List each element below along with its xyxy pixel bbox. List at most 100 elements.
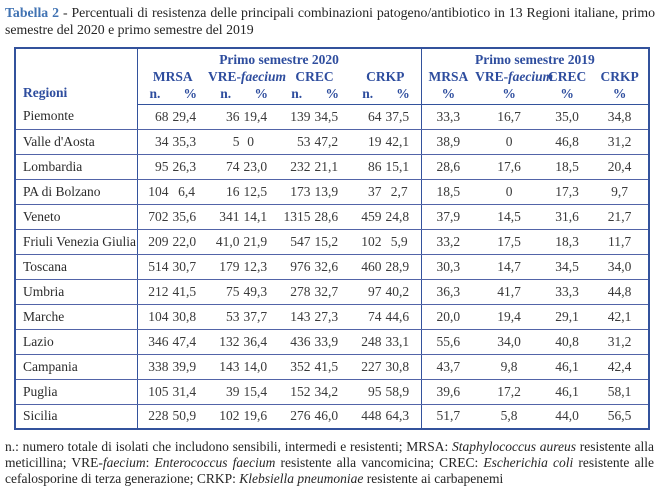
data-cell-2019: 29,1	[543, 304, 592, 330]
region-name: Toscana	[15, 254, 137, 280]
data-cell-2019: 42,1	[591, 304, 650, 330]
data-cell-2020: 341	[208, 204, 244, 230]
data-cell-2019: 44,0	[543, 404, 592, 430]
table-row: Friuli Venezia Giulia 209 22,0 41,0 21,9 547 1…	[15, 229, 650, 255]
data-cell-2020: 50,9	[172, 404, 208, 430]
region-name: Valle d'Aosta	[15, 129, 137, 155]
resistance-table: Regioni Primo semestre 2020 Primo semestre…	[14, 47, 651, 430]
data-cell-2019: 46,8	[543, 129, 592, 155]
data-cell-2020: 34,2	[314, 379, 350, 405]
data-cell-2020: 74	[350, 304, 386, 330]
data-cell-2020: 132	[208, 329, 244, 355]
data-cell-2020: 547	[279, 229, 315, 255]
data-cell-2020: 47,2	[314, 129, 350, 155]
data-cell-2020: 29,4	[172, 104, 208, 130]
data-cell-2020: 102	[208, 404, 244, 430]
data-cell-2020: 514	[136, 254, 173, 280]
data-cell-2020: 14,0	[243, 354, 279, 380]
data-cell-2020: 12,3	[243, 254, 279, 280]
data-cell-2020: 22,0	[172, 229, 208, 255]
data-cell-2020: 15,4	[243, 379, 279, 405]
footnote-species-italic: Escherichia coli	[483, 454, 574, 470]
data-cell-2019: 31,6	[543, 204, 592, 230]
data-cell-2020: 53	[208, 304, 244, 330]
data-cell-2020: 37	[350, 179, 386, 205]
data-cell-2019: 56,5	[591, 404, 650, 430]
data-cell-2019: 21,7	[591, 204, 650, 230]
data-cell-2019: 35,0	[543, 104, 592, 130]
data-cell-2019: 14,7	[475, 254, 544, 280]
data-cell-2020: 212	[136, 279, 173, 305]
data-cell-2020: 276	[279, 404, 315, 430]
data-cell-2019: 17,6	[475, 154, 544, 180]
data-cell-2020: 0	[243, 129, 279, 155]
data-cell-2019: 33,2	[420, 229, 476, 255]
data-cell-2020: 95	[350, 379, 386, 405]
subcolumn-header: %	[591, 85, 650, 105]
data-cell-2020: 5	[208, 129, 244, 155]
region-name: PA di Bolzano	[15, 179, 137, 205]
data-cell-2020: 227	[350, 354, 386, 380]
pathogen-header-vrefaecium: VRE-faecium	[475, 68, 554, 84]
data-cell-2019: 18,3	[543, 229, 592, 255]
data-cell-2020: 75	[208, 279, 244, 305]
data-cell-2019: 31,2	[591, 129, 650, 155]
data-cell-2020: 68	[136, 104, 173, 130]
data-cell-2020: 97	[350, 279, 386, 305]
data-cell-2020: 39,9	[172, 354, 208, 380]
footnote: n.: numero totale di isolati che includo…	[5, 439, 654, 486]
data-cell-2020: 15,2	[314, 229, 350, 255]
pathogen-header-crkp: CRKP	[600, 68, 639, 84]
data-cell-2020: 41,0	[208, 229, 244, 255]
data-cell-2020: 2,7	[385, 179, 422, 205]
region-column-header: Regioni	[23, 85, 68, 100]
data-cell-2020: 30,7	[172, 254, 208, 280]
data-cell-2020: 248	[350, 329, 386, 355]
data-cell-2020: 36	[208, 104, 244, 130]
data-cell-2020: 27,3	[314, 304, 350, 330]
pathogen-header-mrsa: MRSA	[420, 68, 476, 85]
data-cell-2019: 34,8	[591, 104, 650, 130]
subcolumn-header: %	[420, 85, 476, 105]
footnote-species-italic: Klebsiella pneumoniae	[239, 470, 364, 486]
data-cell-2019: 43,7	[420, 354, 476, 380]
data-cell-2020: 40,2	[385, 279, 422, 305]
data-cell-2020: 37,7	[243, 304, 279, 330]
data-cell-2020: 64,3	[385, 404, 422, 430]
table-row: Puglia 105 31,4 39 15,4 152 34,2 95 58,9 39,6 17,2…	[15, 379, 650, 405]
data-cell-2020: 143	[279, 304, 315, 330]
table-row: Campania 338 39,9 143 14,0 352 41,5 227 30,8 43,7…	[15, 354, 650, 380]
region-name: Marche	[15, 304, 137, 330]
data-cell-2020: 21,1	[314, 154, 350, 180]
data-cell-2019: 9,8	[475, 354, 544, 380]
data-cell-2019: 20,4	[591, 154, 650, 180]
data-cell-2019: 17,3	[543, 179, 592, 205]
data-cell-2020: 53	[279, 129, 315, 155]
data-cell-2020: 105	[136, 379, 173, 405]
table-row: Umbria 212 41,5 75 49,3 278 32,7 97 40,2 36,3 41,7…	[15, 279, 650, 305]
data-cell-2020: 41,5	[172, 279, 208, 305]
data-cell-2020: 179	[208, 254, 244, 280]
data-cell-2019: 36,3	[420, 279, 476, 305]
region-name: Friuli Venezia Giulia	[15, 229, 137, 255]
data-cell-2020: 104	[136, 304, 173, 330]
data-cell-2020: 42,1	[385, 129, 422, 155]
data-cell-2019: 30,3	[420, 254, 476, 280]
footnote-text: resistente alla meticillina; VRE-	[5, 439, 654, 470]
data-cell-2020: 58,9	[385, 379, 422, 405]
data-cell-2020: 37,5	[385, 104, 422, 130]
subcolumn-header: %	[314, 85, 350, 105]
data-cell-2020: 28,9	[385, 254, 422, 280]
pathogen-header-crkp: CRKP	[366, 68, 405, 84]
data-cell-2020: 102	[350, 229, 386, 255]
data-cell-2019: 51,7	[420, 404, 476, 430]
data-cell-2020: 21,9	[243, 229, 279, 255]
subcolumn-header: %	[243, 85, 279, 105]
data-cell-2020: 41,5	[314, 354, 350, 380]
data-cell-2019: 19,4	[475, 304, 544, 330]
table-row: Lombardia 95 26,3 74 23,0 232 21,1 86 15,1 28,6 17…	[15, 154, 650, 180]
table-row: Lazio 346 47,4 132 36,4 436 33,9 248 33,1 55,6 34,…	[15, 329, 650, 355]
data-cell-2019: 5,8	[475, 404, 544, 430]
data-cell-2020: 12,5	[243, 179, 279, 205]
region-name: Lombardia	[15, 154, 137, 180]
